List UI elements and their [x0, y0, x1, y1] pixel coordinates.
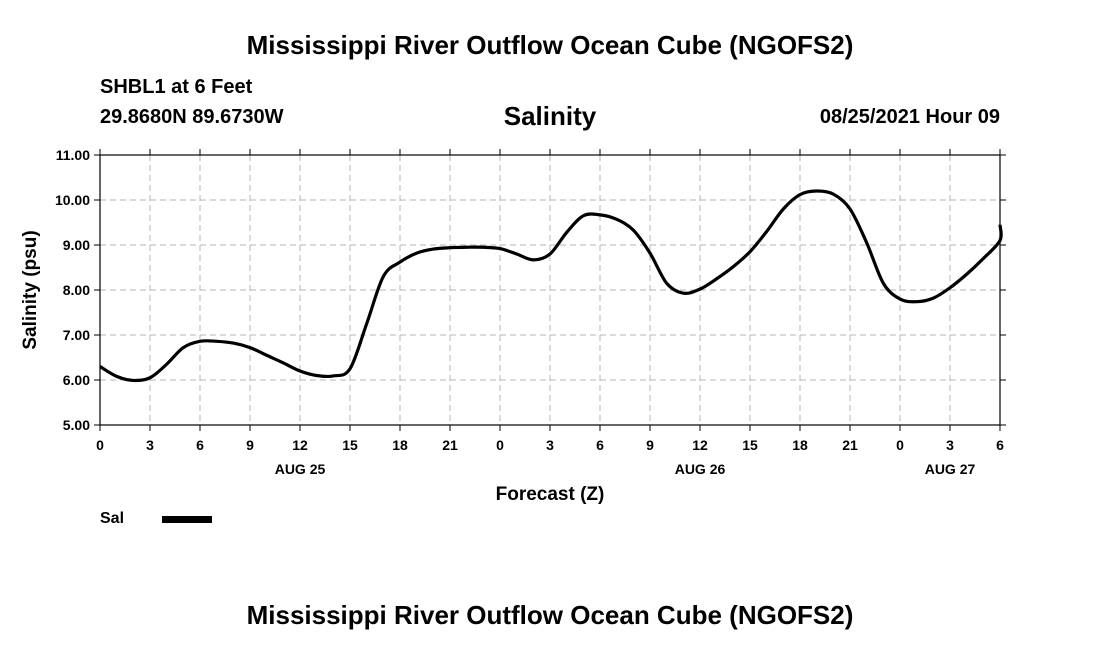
- y-tick-label: 8.00: [63, 282, 90, 298]
- x-day-label: AUG 25: [275, 461, 326, 477]
- y-tick-label: 5.00: [63, 417, 90, 433]
- page-title: Mississippi River Outflow Ocean Cube (NG…: [246, 30, 854, 60]
- x-tick-label: 15: [742, 437, 758, 453]
- chart-series: [99, 189, 1003, 383]
- x-tick-label: 21: [842, 437, 858, 453]
- y-tick-label: 6.00: [63, 372, 90, 388]
- y-axis-label: Salinity (psu): [20, 230, 41, 349]
- x-tick-label: 0: [96, 437, 104, 453]
- legend-label: Sal: [100, 510, 125, 527]
- y-tick-label: 10.00: [55, 192, 90, 208]
- timestamp-label: 08/25/2021 Hour 09: [819, 106, 1000, 128]
- x-tick-label: 6: [996, 437, 1004, 453]
- chart-axes: [94, 149, 1006, 431]
- x-tick-label: 9: [246, 437, 254, 453]
- x-tick-label: 0: [896, 437, 904, 453]
- x-axis-label: Forecast (Z): [496, 484, 605, 505]
- station-label: SHBL1 at 6 Feet: [100, 76, 253, 98]
- chart-labels: 5.00 6.00 7.00 8.00 9.00 10.00 11.00 0 3 6 9 12 15 18…: [20, 147, 1004, 505]
- x-tick-label: 0: [496, 437, 504, 453]
- y-tick-label: 9.00: [63, 237, 90, 253]
- x-tick-label: 6: [596, 437, 604, 453]
- x-tick-label: 3: [546, 437, 554, 453]
- x-tick-label: 9: [646, 437, 654, 453]
- x-tick-label: 12: [692, 437, 708, 453]
- x-tick-label: 18: [792, 437, 808, 453]
- chart-grid: [100, 155, 1000, 425]
- x-tick-label: 21: [442, 437, 458, 453]
- x-tick-label: 3: [946, 437, 954, 453]
- footer-title: Mississippi River Outflow Ocean Cube (NG…: [246, 600, 854, 630]
- plot-frame: [99, 154, 1001, 426]
- coordinates-label: 29.8680N 89.6730W: [100, 106, 284, 128]
- y-tick-label: 11.00: [56, 147, 90, 163]
- x-day-label: AUG 27: [925, 461, 976, 477]
- x-tick-label: 18: [392, 437, 408, 453]
- x-tick-label: 15: [342, 437, 358, 453]
- x-tick-label: 3: [146, 437, 154, 453]
- series-line-sal: [99, 189, 1003, 383]
- chart-title: Salinity: [503, 101, 597, 131]
- x-day-label: AUG 26: [675, 461, 726, 477]
- x-tick-label: 12: [292, 437, 308, 453]
- legend-swatch: [162, 516, 212, 523]
- x-tick-label: 6: [196, 437, 204, 453]
- y-tick-label: 7.00: [63, 327, 90, 343]
